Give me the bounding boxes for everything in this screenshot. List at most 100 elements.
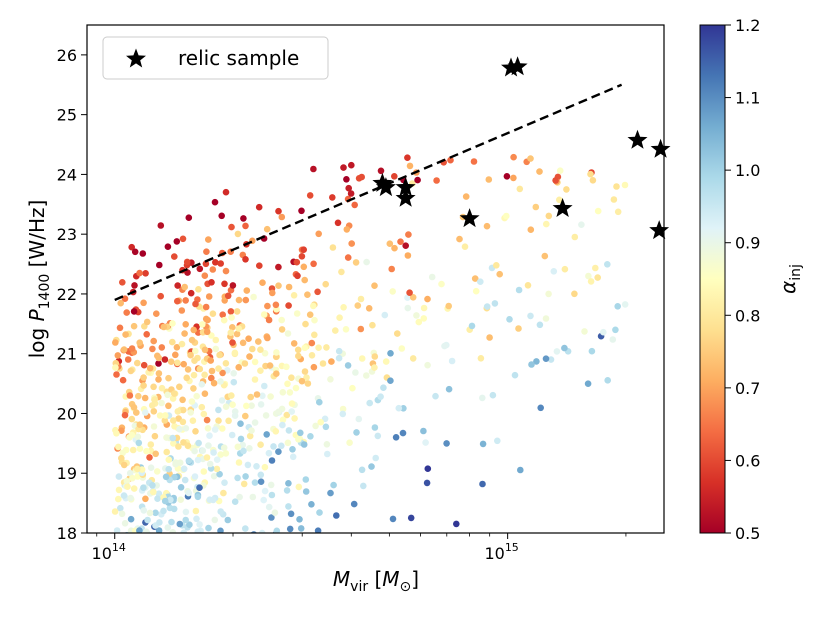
- cluster-point: [527, 226, 535, 233]
- cluster-point: [188, 336, 196, 344]
- cluster-point: [406, 162, 414, 170]
- cluster-point: [246, 445, 253, 452]
- cluster-point: [268, 514, 275, 521]
- cluster-point: [199, 321, 206, 328]
- cluster-point: [202, 315, 210, 323]
- cluster-point: [118, 427, 125, 435]
- cluster-point: [289, 453, 297, 461]
- cluster-point: [587, 170, 594, 178]
- cluster-point: [218, 397, 226, 404]
- y-tick-label: 23: [57, 225, 77, 244]
- cluster-point: [292, 384, 300, 392]
- cluster-point: [233, 330, 241, 338]
- cluster-point: [261, 487, 269, 495]
- cluster-point: [377, 167, 385, 175]
- cluster-point: [304, 291, 311, 299]
- cluster-point: [257, 441, 264, 449]
- cluster-point: [265, 503, 273, 511]
- cluster-point: [578, 221, 585, 228]
- cluster-point: [310, 165, 317, 173]
- relic-star: [395, 187, 416, 207]
- cluster-point: [319, 360, 327, 367]
- cluster-point: [220, 489, 227, 497]
- cluster-point: [251, 376, 259, 383]
- cluster-point: [231, 498, 239, 506]
- cluster-point: [263, 225, 271, 233]
- cluster-point: [415, 318, 423, 326]
- cluster-point: [203, 328, 211, 336]
- cluster-point: [209, 266, 217, 273]
- cluster-point: [404, 252, 412, 259]
- cluster-point: [231, 412, 239, 420]
- cluster-point: [348, 240, 356, 247]
- cluster-point: [170, 505, 178, 513]
- cluster-point: [206, 432, 213, 440]
- cluster-point: [343, 176, 350, 183]
- x-axis: 1014 1015: [92, 533, 627, 563]
- cluster-point: [228, 314, 235, 321]
- cluster-point: [212, 336, 220, 344]
- cluster-point: [609, 336, 617, 343]
- cluster-point: [587, 278, 595, 285]
- cluster-point: [157, 542, 164, 549]
- y-tick-label: 19: [57, 464, 77, 483]
- cluster-point: [249, 345, 256, 353]
- cluster-point: [128, 431, 136, 439]
- cluster-point: [164, 524, 172, 531]
- cluster-point: [222, 188, 230, 196]
- cluster-point: [550, 268, 558, 275]
- cluster-point: [130, 308, 138, 315]
- cluster-point: [150, 337, 157, 345]
- cluster-point: [165, 374, 172, 382]
- cluster-point: [147, 441, 155, 448]
- cluster-point: [311, 331, 318, 339]
- cluster-point: [181, 476, 189, 484]
- cluster-point: [239, 339, 247, 347]
- cluster-point: [164, 391, 171, 399]
- cluster-point: [179, 235, 187, 243]
- cluster-point: [278, 316, 286, 324]
- cluster-point: [304, 380, 312, 387]
- cluster-point: [140, 299, 147, 307]
- cluster-point: [134, 359, 141, 367]
- cluster-point: [221, 538, 228, 545]
- cluster-point: [169, 320, 176, 327]
- cluster-point: [335, 347, 343, 355]
- cluster-point: [284, 439, 292, 447]
- cluster-point: [218, 212, 225, 220]
- cluster-point: [456, 235, 463, 243]
- cluster-point: [227, 308, 235, 315]
- cluster-point: [123, 477, 131, 485]
- cluster-point: [191, 473, 199, 480]
- cluster-point: [185, 457, 193, 465]
- cluster-point: [124, 356, 132, 363]
- cluster-point: [150, 423, 158, 430]
- cluster-point: [267, 393, 274, 400]
- cluster-point: [164, 243, 172, 250]
- cluster-point: [175, 443, 182, 450]
- cluster-point: [203, 454, 211, 461]
- cluster-point: [117, 299, 124, 307]
- cluster-point: [143, 331, 150, 338]
- cluster-point: [515, 325, 522, 332]
- cluster-point: [169, 434, 177, 442]
- cluster-point: [397, 238, 404, 245]
- cluster-point: [174, 408, 182, 415]
- cluster-point: [243, 402, 250, 410]
- cluster-point: [115, 495, 122, 503]
- cluster-point: [369, 321, 376, 329]
- cluster-point: [124, 483, 131, 491]
- colorbar-tick-label: 0.5: [735, 524, 760, 543]
- cluster-point: [217, 527, 224, 533]
- cluster-point: [279, 421, 286, 429]
- cluster-point: [348, 161, 355, 169]
- cluster-point: [328, 358, 335, 365]
- cluster-point: [479, 440, 487, 448]
- cluster-point: [236, 493, 243, 501]
- cluster-point: [275, 207, 282, 215]
- cluster-point: [278, 442, 285, 450]
- cluster-point: [185, 489, 192, 497]
- cluster-point: [255, 203, 263, 211]
- cluster-point: [136, 421, 144, 429]
- cluster-point: [127, 367, 135, 375]
